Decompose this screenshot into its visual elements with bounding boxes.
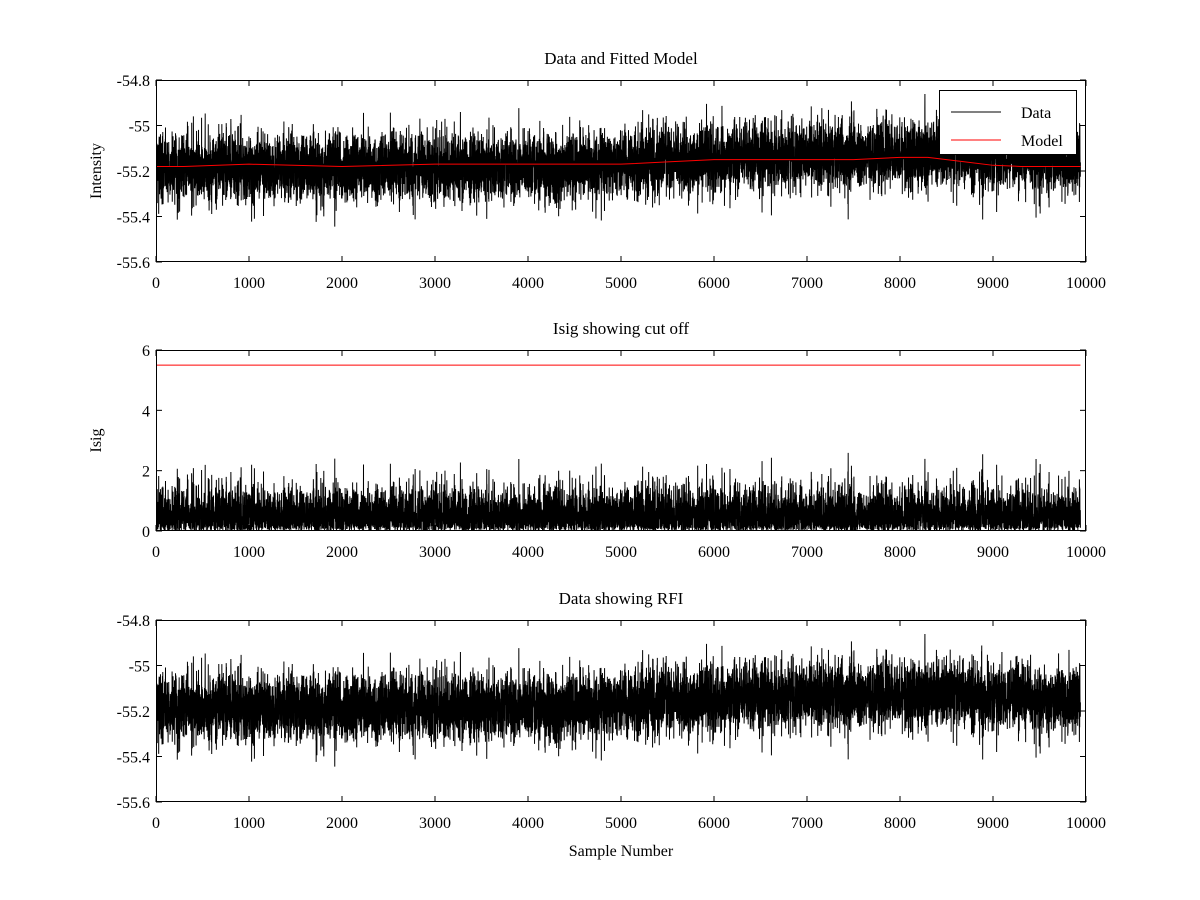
x-tick-label: 7000 xyxy=(791,275,823,292)
x-tick-label: 2000 xyxy=(326,815,358,832)
x-tick-label: 5000 xyxy=(605,544,637,561)
y-tick-label: -55.2 xyxy=(117,704,150,721)
y-tick-label: -55.2 xyxy=(117,164,150,181)
plot-area xyxy=(156,364,1081,531)
x-tick-label: 9000 xyxy=(977,815,1009,832)
x-tick-label: 3000 xyxy=(419,815,451,832)
chart-title: Isig showing cut off xyxy=(553,319,689,338)
y-tick-label: 2 xyxy=(142,464,150,481)
series-line-model xyxy=(156,156,1081,167)
y-tick-label: 0 xyxy=(142,524,150,541)
x-tick-label: 7000 xyxy=(791,815,823,832)
y-axis-label: Isig xyxy=(88,429,105,453)
chart-panel-1: 0 1000 2000 3000 4000 5000 6000 7000 8000 9000 100… xyxy=(88,49,1106,292)
x-tick-label: 1000 xyxy=(233,275,265,292)
x-tick-label: 9000 xyxy=(977,544,1009,561)
y-tick-label: -55 xyxy=(129,119,150,136)
y-axis-label: Intensity xyxy=(88,143,105,199)
x-tick-label: 4000 xyxy=(512,275,544,292)
x-tick-label: 0 xyxy=(152,815,160,832)
y-tick-label: -54.8 xyxy=(117,613,150,630)
x-tick-label: 1000 xyxy=(233,815,265,832)
chart-panel-2: 0 1000 2000 3000 4000 5000 6000 7000 8000 9000 100… xyxy=(88,319,1106,561)
y-tick-label: -55.4 xyxy=(117,210,150,227)
x-tick-label: 10000 xyxy=(1066,544,1106,561)
x-tick-label: 3000 xyxy=(419,275,451,292)
y-tick-label: -55.6 xyxy=(117,255,150,272)
x-tick-label: 4000 xyxy=(512,815,544,832)
x-tick-label: 0 xyxy=(152,544,160,561)
legend: Data Model xyxy=(939,90,1077,155)
x-tick-label: 9000 xyxy=(977,275,1009,292)
legend-label-model: Model xyxy=(1021,133,1063,150)
x-tick-label: 6000 xyxy=(698,815,730,832)
x-tick-label: 2000 xyxy=(326,275,358,292)
plot-area xyxy=(156,633,1081,767)
x-tick-label: 3000 xyxy=(419,544,451,561)
series-line-isig xyxy=(156,452,1081,531)
plot-area xyxy=(156,93,1081,227)
x-tick-label: 8000 xyxy=(884,544,916,561)
y-tick-label: 6 xyxy=(142,343,150,360)
chart-title: Data and Fitted Model xyxy=(544,49,698,68)
x-axis-label: Sample Number xyxy=(569,843,674,860)
x-tick-label: 6000 xyxy=(698,275,730,292)
x-tick-label: 8000 xyxy=(884,275,916,292)
legend-label-data: Data xyxy=(1021,105,1051,122)
chart-title: Data showing RFI xyxy=(559,589,684,608)
x-tick-label: 6000 xyxy=(698,544,730,561)
x-tick-label: 4000 xyxy=(512,544,544,561)
x-tick-label: 1000 xyxy=(233,544,265,561)
y-tick-label: 4 xyxy=(142,403,150,420)
y-tick-label: -54.8 xyxy=(117,73,150,90)
y-tick-label: -55 xyxy=(129,659,150,676)
x-tick-label: 2000 xyxy=(326,544,358,561)
x-tick-label: 10000 xyxy=(1066,275,1106,292)
y-tick-label: -55.4 xyxy=(117,750,150,767)
x-tick-label: 5000 xyxy=(605,275,637,292)
x-tick-label: 0 xyxy=(152,275,160,292)
x-tick-label: 7000 xyxy=(791,544,823,561)
x-tick-label: 8000 xyxy=(884,815,916,832)
chart-panel-3: 0 1000 2000 3000 4000 5000 6000 7000 8000 9000 100… xyxy=(117,589,1106,860)
legend-box xyxy=(939,90,1077,155)
x-tick-label: 10000 xyxy=(1066,815,1106,832)
y-tick-label: -55.6 xyxy=(117,795,150,812)
series-line-data xyxy=(156,633,1081,767)
x-tick-label: 5000 xyxy=(605,815,637,832)
